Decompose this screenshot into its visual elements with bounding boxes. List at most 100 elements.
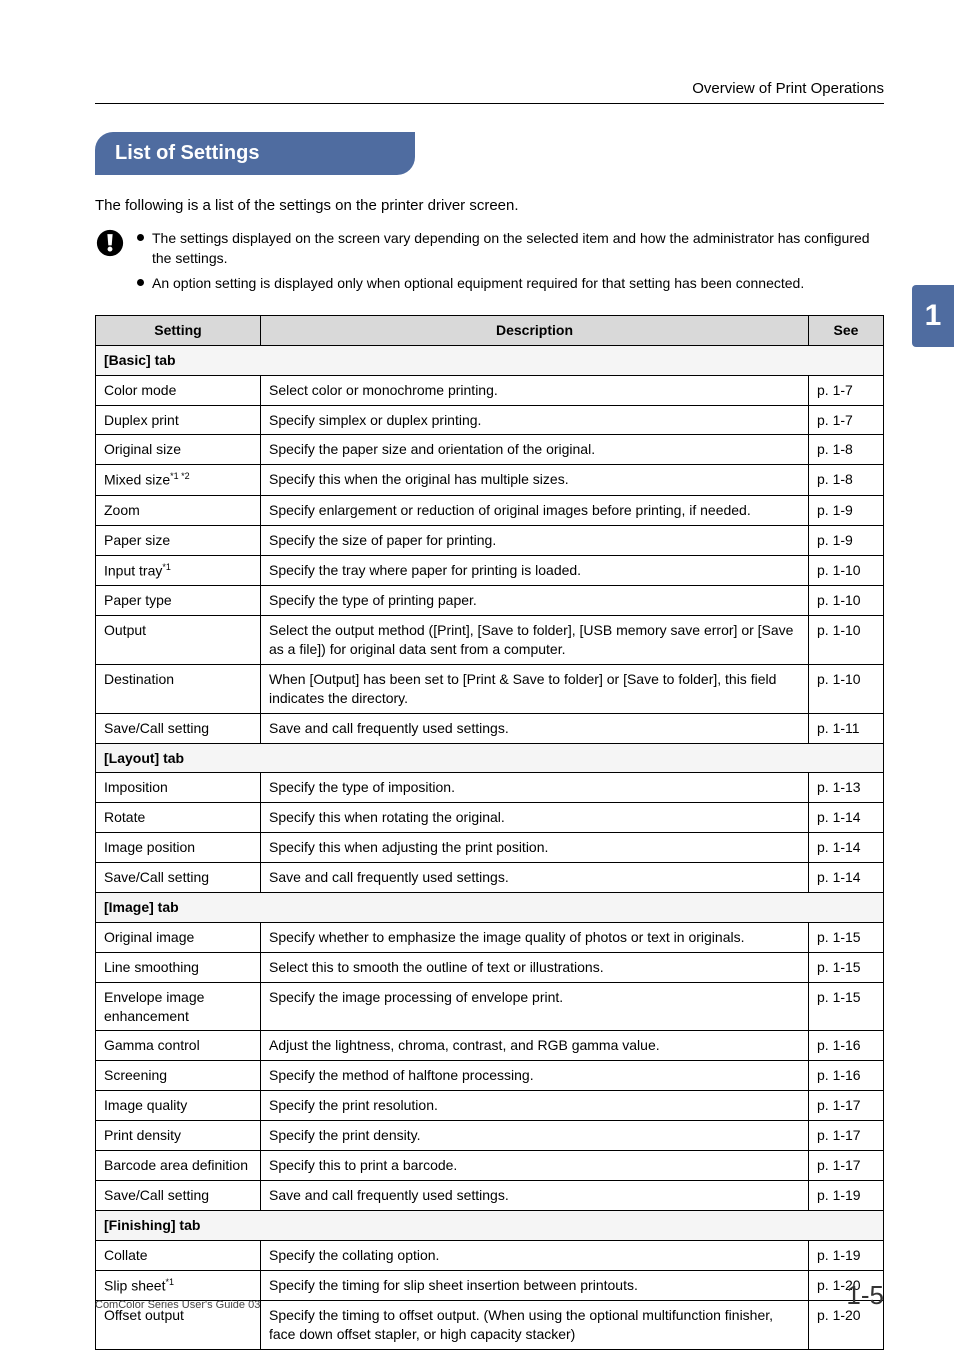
table-row: Image qualitySpecify the print resolutio… (96, 1091, 884, 1121)
table-row: OutputSelect the output method ([Print],… (96, 616, 884, 665)
cell-see: p. 1-17 (809, 1151, 884, 1181)
setting-label: Line smoothing (104, 959, 199, 975)
setting-label: Save/Call setting (104, 1187, 209, 1203)
cell-description: Save and call frequently used settings. (261, 863, 809, 893)
setting-label: Image quality (104, 1097, 187, 1113)
cell-see: p. 1-10 (809, 555, 884, 586)
cell-setting: Duplex print (96, 405, 261, 435)
setting-label: Original image (104, 929, 194, 945)
table-row: Zoom Specify enlargement or reduction of … (96, 495, 884, 525)
cell-description: When [Output] has been set to [Print & S… (261, 664, 809, 713)
page-footer: ComColor Series User's Guide 03 1-5 (95, 1280, 884, 1311)
setting-label: Envelope image enhancement (104, 989, 204, 1024)
table-row: Input tray*1Specify the tray where paper… (96, 555, 884, 586)
cell-description: Specify the image processing of envelope… (261, 982, 809, 1031)
setting-label: Output (104, 622, 146, 638)
cell-see: p. 1-19 (809, 1240, 884, 1270)
intro-text: The following is a list of the settings … (95, 197, 884, 214)
cell-see: p. 1-14 (809, 803, 884, 833)
cell-see: p. 1-9 (809, 525, 884, 555)
setting-label: Imposition (104, 779, 168, 795)
table-row: Duplex printSpecify simplex or duplex pr… (96, 405, 884, 435)
table-section-row: [Basic] tab (96, 345, 884, 375)
footer-guide: ComColor Series User's Guide 03 (95, 1299, 260, 1311)
setting-label: Destination (104, 671, 174, 687)
note-lines: The settings displayed on the screen var… (137, 228, 884, 297)
page-root: Overview of Print Operations 1 List of S… (0, 0, 954, 1351)
cell-setting: Imposition (96, 773, 261, 803)
setting-label: Color mode (104, 382, 176, 398)
section-header: Overview of Print Operations (95, 80, 884, 104)
cell-setting: Zoom (96, 495, 261, 525)
table-row: Print densitySpecify the print density.p… (96, 1121, 884, 1151)
table-section-label: [Finishing] tab (96, 1210, 884, 1240)
setting-label: Input tray (104, 562, 162, 578)
cell-description: Specify the size of paper for printing. (261, 525, 809, 555)
setting-label: Collate (104, 1247, 148, 1263)
cell-see: p. 1-10 (809, 664, 884, 713)
table-section-row: [Finishing] tab (96, 1210, 884, 1240)
th-description: Description (261, 315, 809, 345)
setting-label: Paper type (104, 592, 172, 608)
cell-setting: Line smoothing (96, 952, 261, 982)
th-setting: Setting (96, 315, 261, 345)
setting-label: Save/Call setting (104, 869, 209, 885)
table-row: Gamma control Adjust the lightness, chrom… (96, 1031, 884, 1061)
cell-description: Specify simplex or duplex printing. (261, 405, 809, 435)
table-row: Screening Specify the method of halftone … (96, 1061, 884, 1091)
table-header-row: Setting Description See (96, 315, 884, 345)
cell-setting: Collate (96, 1240, 261, 1270)
cell-see: p. 1-15 (809, 982, 884, 1031)
cell-description: Specify the method of halftone processin… (261, 1061, 809, 1091)
cell-description: Specify this when rotating the original. (261, 803, 809, 833)
caution-icon (95, 228, 125, 258)
cell-description: Save and call frequently used settings. (261, 713, 809, 743)
cell-description: Adjust the lightness, chroma, contrast, … (261, 1031, 809, 1061)
cell-setting: Save/Call setting (96, 713, 261, 743)
setting-label: Mixed size (104, 472, 170, 488)
cell-see: p. 1-11 (809, 713, 884, 743)
table-section-label: [Layout] tab (96, 743, 884, 773)
cell-description: Specify enlargement or reduction of orig… (261, 495, 809, 525)
cell-see: p. 1-13 (809, 773, 884, 803)
footer-page-number: 1-5 (846, 1280, 884, 1311)
cell-see: p. 1-9 (809, 495, 884, 525)
cell-description: Specify this when adjusting the print po… (261, 833, 809, 863)
cell-setting: Image position (96, 833, 261, 863)
cell-setting: Save/Call setting (96, 863, 261, 893)
table-section-label: [Basic] tab (96, 345, 884, 375)
table-row: Paper sizeSpecify the size of paper for … (96, 525, 884, 555)
table-row: Destination When [Output] has been set to… (96, 664, 884, 713)
table-section-row: [Layout] tab (96, 743, 884, 773)
cell-setting: Gamma control (96, 1031, 261, 1061)
cell-see: p. 1-10 (809, 616, 884, 665)
table-row: Color modeSelect color or monochrome pri… (96, 375, 884, 405)
setting-label: Screening (104, 1067, 167, 1083)
note-block: The settings displayed on the screen var… (95, 228, 884, 297)
cell-setting: Color mode (96, 375, 261, 405)
cell-setting: Output (96, 616, 261, 665)
table-row: Mixed size*1 *2Specify this when the ori… (96, 465, 884, 496)
chapter-tab: 1 (912, 285, 954, 347)
cell-see: p. 1-19 (809, 1180, 884, 1210)
cell-setting: Screening (96, 1061, 261, 1091)
note-item: The settings displayed on the screen var… (137, 228, 884, 269)
table-row: Barcode area definitionSpecify this to p… (96, 1151, 884, 1181)
cell-setting: Print density (96, 1121, 261, 1151)
title-pill: List of Settings (95, 132, 415, 175)
table-row: Original image Specify whether to emphasi… (96, 922, 884, 952)
table-row: CollateSpecify the collating option.p. 1… (96, 1240, 884, 1270)
cell-see: p. 1-10 (809, 586, 884, 616)
cell-setting: Original image (96, 922, 261, 952)
setting-label: Zoom (104, 502, 140, 518)
cell-setting: Paper type (96, 586, 261, 616)
th-see: See (809, 315, 884, 345)
cell-see: p. 1-8 (809, 465, 884, 496)
note-text: The settings displayed on the screen var… (152, 228, 884, 269)
cell-description: Specify whether to emphasize the image q… (261, 922, 809, 952)
cell-description: Specify the print density. (261, 1121, 809, 1151)
setting-label: Gamma control (104, 1037, 200, 1053)
setting-label: Original size (104, 441, 181, 457)
cell-description: Specify the type of printing paper. (261, 586, 809, 616)
table-row: Save/Call settingSave and call frequentl… (96, 1180, 884, 1210)
